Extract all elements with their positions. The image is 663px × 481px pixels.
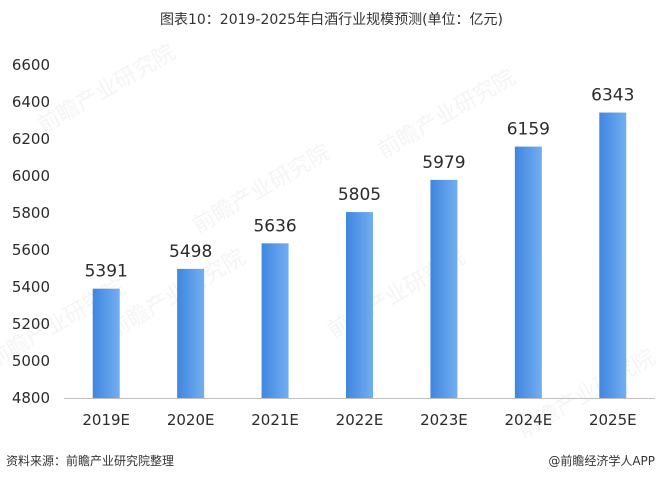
y-tick-label: 5200 [12, 315, 50, 333]
y-tick-label: 5800 [12, 204, 50, 222]
y-tick-label: 6600 [12, 56, 50, 74]
chart-title: 图表10：2019-2025年白酒行业规模预测(单位：亿元) [159, 12, 504, 28]
y-tick-label: 6000 [12, 167, 50, 185]
x-tick-label: 2019E [82, 411, 130, 429]
bar [92, 288, 120, 398]
watermark-text: 前瞻产业研究院 [374, 65, 520, 164]
data-label: 5636 [253, 216, 296, 236]
watermark-text: 前瞻产业研究院 [34, 40, 180, 139]
bar [177, 268, 205, 398]
data-label: 5979 [422, 153, 465, 173]
y-tick-label: 5000 [12, 352, 50, 370]
data-label: 5805 [338, 185, 381, 205]
data-label: 6159 [507, 120, 550, 140]
bar [430, 179, 458, 398]
publisher-credit: @前瞻经济学人APP [548, 454, 655, 468]
y-tick-label: 6400 [12, 93, 50, 111]
y-tick-label: 5600 [12, 241, 50, 259]
source-note: 资料来源：前瞻产业研究院整理 [6, 454, 175, 468]
bar [261, 243, 289, 398]
data-label: 5391 [85, 262, 128, 282]
bar [346, 212, 373, 398]
bar [514, 146, 542, 398]
x-tick-label: 2024E [505, 411, 553, 429]
x-tick-label: 2022E [336, 411, 384, 429]
bar [599, 112, 627, 399]
x-tick-label: 2020E [167, 411, 215, 429]
data-label: 6343 [591, 86, 634, 106]
bar-layer: 5391 5498 5636 5805 5979 6159 6343 [85, 86, 634, 399]
y-tick-label: 4800 [12, 389, 50, 407]
y-tick-label: 5400 [12, 278, 50, 296]
data-label: 5498 [169, 242, 212, 262]
axis-layer: 4800 5000 5200 5400 5600 5800 6000 6200 6400 6600… [12, 56, 655, 429]
x-tick-label: 2021E [251, 411, 299, 429]
x-tick-label: 2025E [589, 411, 637, 429]
y-tick-label: 6200 [12, 130, 50, 148]
x-tick-label: 2023E [420, 411, 468, 429]
